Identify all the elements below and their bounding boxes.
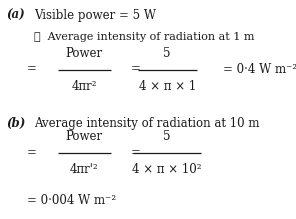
Text: 5: 5 xyxy=(163,47,171,60)
Text: 5: 5 xyxy=(163,131,171,143)
Text: (a): (a) xyxy=(6,9,25,22)
Text: (b): (b) xyxy=(6,117,25,130)
Text: 4 × π × 10²: 4 × π × 10² xyxy=(133,163,202,176)
Text: 4 × π × 1: 4 × π × 1 xyxy=(139,80,196,93)
Text: 4πr²: 4πr² xyxy=(72,80,97,93)
Text: Average intensity of radiation at 10 m: Average intensity of radiation at 10 m xyxy=(34,117,260,130)
Text: 4πr'²: 4πr'² xyxy=(70,163,99,176)
Text: ∴  Average intensity of radiation at 1 m: ∴ Average intensity of radiation at 1 m xyxy=(34,32,255,42)
Text: =: = xyxy=(27,62,36,76)
Text: = 0·4 W m⁻²: = 0·4 W m⁻² xyxy=(223,63,296,76)
Text: =: = xyxy=(131,62,141,76)
Text: =: = xyxy=(27,146,36,159)
Text: Visible power = 5 W: Visible power = 5 W xyxy=(34,9,156,22)
Text: = 0·004 W m⁻²: = 0·004 W m⁻² xyxy=(27,194,116,207)
Text: Power: Power xyxy=(66,47,103,60)
Text: =: = xyxy=(131,146,141,159)
Text: Power: Power xyxy=(66,131,103,143)
